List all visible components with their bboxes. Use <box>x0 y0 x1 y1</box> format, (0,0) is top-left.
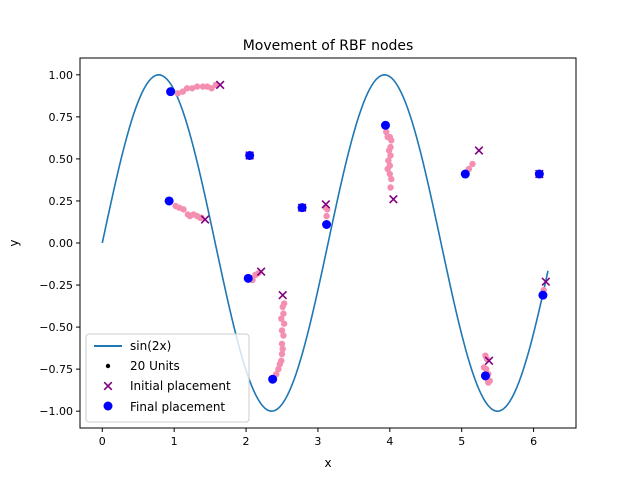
trail-point <box>280 332 287 339</box>
legend: sin(2x) 20 Units Initial placement Final… <box>85 333 250 423</box>
trail-point <box>179 88 186 95</box>
legend-final-label: Final placement <box>130 400 225 414</box>
trail-point <box>278 340 286 348</box>
y-tick-label: −0.25 <box>39 279 73 292</box>
final-point <box>538 290 548 300</box>
trail-point <box>188 85 196 92</box>
trail-point <box>323 212 330 220</box>
initial-point <box>256 267 266 276</box>
y-tick-label: 0.50 <box>49 153 74 166</box>
final-point <box>245 151 255 161</box>
trail-point <box>278 327 286 334</box>
trail-point <box>198 214 205 221</box>
x-axis: 0 1 2 3 4 5 6 <box>99 428 537 448</box>
legend-initial-x <box>103 381 113 391</box>
final-point <box>381 120 391 130</box>
final-point <box>534 169 544 179</box>
legend-units-label: 20 Units <box>130 359 180 373</box>
x-tick-label: 5 <box>458 435 465 448</box>
trail-point <box>469 160 476 168</box>
y-tick-label: 1.00 <box>49 69 74 82</box>
initial-point <box>484 356 494 366</box>
initial-point <box>278 290 288 300</box>
trail-point <box>275 365 282 373</box>
trail-point <box>279 345 286 353</box>
trail-point <box>385 157 392 164</box>
trail-point <box>174 90 181 97</box>
final-point <box>243 273 253 283</box>
y-tick-label: 0.00 <box>49 237 74 250</box>
y-axis-label: y <box>7 239 21 246</box>
initial-point <box>215 80 225 90</box>
trail-point <box>387 184 394 191</box>
y-axis: −1.00 −0.75 −0.50 −0.25 0.00 0.25 0.50 0.75 1.00 <box>39 69 80 418</box>
x-tick-label: 6 <box>530 435 537 448</box>
legend-initial-label: Initial placement <box>130 379 231 393</box>
initial-point <box>321 199 331 209</box>
trail-point <box>482 365 490 373</box>
x-axis-label: x <box>324 456 331 470</box>
plot-area <box>101 74 551 412</box>
final-point <box>460 169 470 179</box>
trail-point <box>278 350 286 358</box>
trail-point <box>385 147 393 154</box>
legend-box <box>85 333 250 423</box>
trail-point <box>387 152 394 159</box>
legend-curve-label: sin(2x) <box>130 339 171 353</box>
final-point <box>480 371 490 381</box>
trail-point <box>485 379 492 386</box>
y-tick-label: −0.50 <box>39 321 73 334</box>
x-tick-label: 3 <box>314 435 321 448</box>
trail-point <box>384 165 391 173</box>
trail-point <box>180 206 187 213</box>
final-point <box>268 374 278 384</box>
final-point <box>164 196 174 206</box>
initial-point <box>200 215 210 224</box>
y-tick-label: 0.75 <box>49 111 74 124</box>
x-tick-label: 2 <box>243 435 250 448</box>
x-tick-label: 1 <box>171 435 178 448</box>
trail-point <box>278 357 285 364</box>
final-point <box>322 220 332 229</box>
trail-point <box>388 137 395 144</box>
trail-point <box>280 300 288 307</box>
trail-point <box>383 128 390 136</box>
legend-initial-marker <box>103 381 113 391</box>
y-tick-label: −1.00 <box>39 405 73 418</box>
final-point <box>166 87 176 97</box>
initial-point <box>389 194 398 204</box>
y-tick-label: −0.75 <box>39 363 73 376</box>
trail-point <box>255 270 262 277</box>
legend-units-marker <box>105 363 111 369</box>
x-tick-label: 0 <box>99 435 106 448</box>
trail-point <box>386 170 394 178</box>
trail-point <box>388 175 395 183</box>
legend-final-marker <box>103 401 113 411</box>
trail-point <box>208 85 215 92</box>
final-point <box>297 203 307 213</box>
trail-point <box>280 310 287 317</box>
chart-title: Movement of RBF nodes <box>243 38 414 54</box>
trail-point <box>183 85 191 92</box>
initial-point <box>541 277 551 287</box>
initial-point <box>474 146 484 155</box>
x-tick-label: 4 <box>386 435 393 448</box>
trail-point <box>280 320 288 327</box>
trail-point <box>278 315 285 322</box>
trail-point <box>193 83 201 90</box>
y-tick-label: 0.25 <box>49 195 74 208</box>
